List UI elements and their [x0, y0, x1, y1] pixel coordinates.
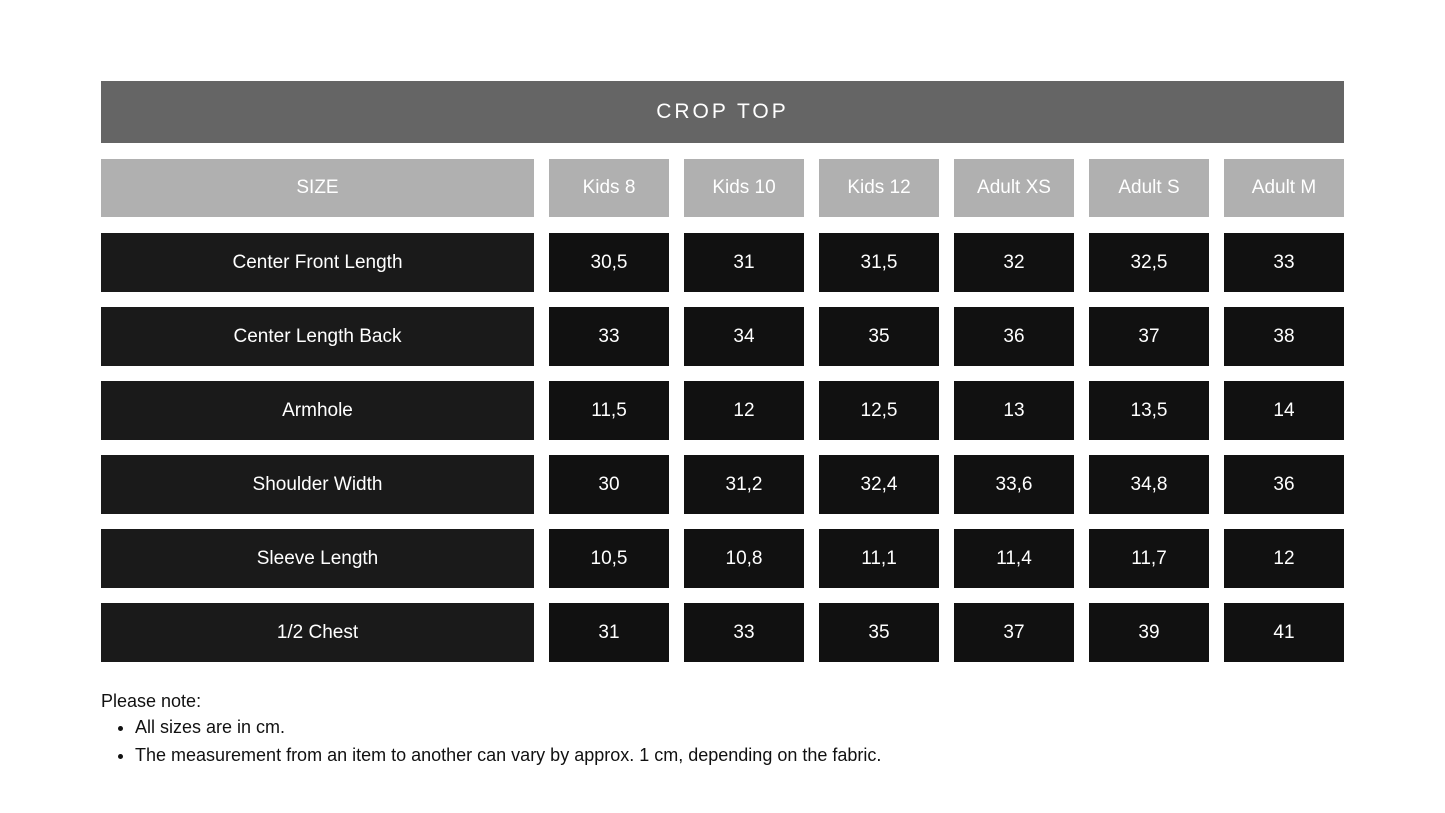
measurement-cell: 11,4: [954, 529, 1074, 588]
measurement-cell: 11,1: [819, 529, 939, 588]
measurement-cell: 13: [954, 381, 1074, 440]
measurement-cell: 13,5: [1089, 381, 1209, 440]
measurement-cell: 32,4: [819, 455, 939, 514]
measurement-cell: 12,5: [819, 381, 939, 440]
measurement-cell: 41: [1224, 603, 1344, 662]
measurement-cell: 36: [1224, 455, 1344, 514]
measurement-cell: 37: [1089, 307, 1209, 366]
measurement-cell: 34: [684, 307, 804, 366]
measurement-cell: 11,5: [549, 381, 669, 440]
measurement-cell: 32: [954, 233, 1074, 292]
measurement-cell: 35: [819, 603, 939, 662]
measurement-cell: 10,8: [684, 529, 804, 588]
size-column-header: Adult XS: [954, 159, 1074, 217]
size-column-header: Kids 12: [819, 159, 939, 217]
measurement-cell: 12: [1224, 529, 1344, 588]
measurement-cell: 10,5: [549, 529, 669, 588]
row-label: 1/2 Chest: [101, 603, 534, 662]
measurement-cell: 31,2: [684, 455, 804, 514]
size-column-header: Adult S: [1089, 159, 1209, 217]
row-label: Shoulder Width: [101, 455, 534, 514]
measurement-cell: 30: [549, 455, 669, 514]
note-item: All sizes are in cm.: [135, 716, 881, 738]
size-column-header: Adult M: [1224, 159, 1344, 217]
measurement-cell: 36: [954, 307, 1074, 366]
measurement-cell: 31: [549, 603, 669, 662]
row-label: Armhole: [101, 381, 534, 440]
measurement-cell: 30,5: [549, 233, 669, 292]
measurement-cell: 31: [684, 233, 804, 292]
measurement-cell: 35: [819, 307, 939, 366]
measurement-cell: 33: [684, 603, 804, 662]
table-title: CROP TOP: [101, 81, 1344, 143]
size-column-header: Kids 8: [549, 159, 669, 217]
size-table: SIZE Kids 8 Kids 10 Kids 12 Adult XS Adult S A…: [101, 159, 1344, 662]
measurement-cell: 37: [954, 603, 1074, 662]
measurement-cell: 33: [549, 307, 669, 366]
size-header: SIZE: [101, 159, 534, 217]
measurement-cell: 14: [1224, 381, 1344, 440]
note-item: The measurement from an item to another …: [135, 744, 881, 766]
measurement-cell: 39: [1089, 603, 1209, 662]
row-label: Center Length Back: [101, 307, 534, 366]
measurement-cell: 11,7: [1089, 529, 1209, 588]
measurement-cell: 38: [1224, 307, 1344, 366]
notes-heading: Please note:: [101, 691, 202, 711]
size-column-header: Kids 10: [684, 159, 804, 217]
notes: Please note: All sizes are in cm. The me…: [101, 691, 881, 772]
measurement-cell: 33: [1224, 233, 1344, 292]
measurement-cell: 33,6: [954, 455, 1074, 514]
measurement-cell: 32,5: [1089, 233, 1209, 292]
row-label: Sleeve Length: [101, 529, 534, 588]
notes-list: All sizes are in cm. The measurement fro…: [101, 716, 881, 766]
measurement-cell: 12: [684, 381, 804, 440]
measurement-cell: 31,5: [819, 233, 939, 292]
measurement-cell: 34,8: [1089, 455, 1209, 514]
row-label: Center Front Length: [101, 233, 534, 292]
